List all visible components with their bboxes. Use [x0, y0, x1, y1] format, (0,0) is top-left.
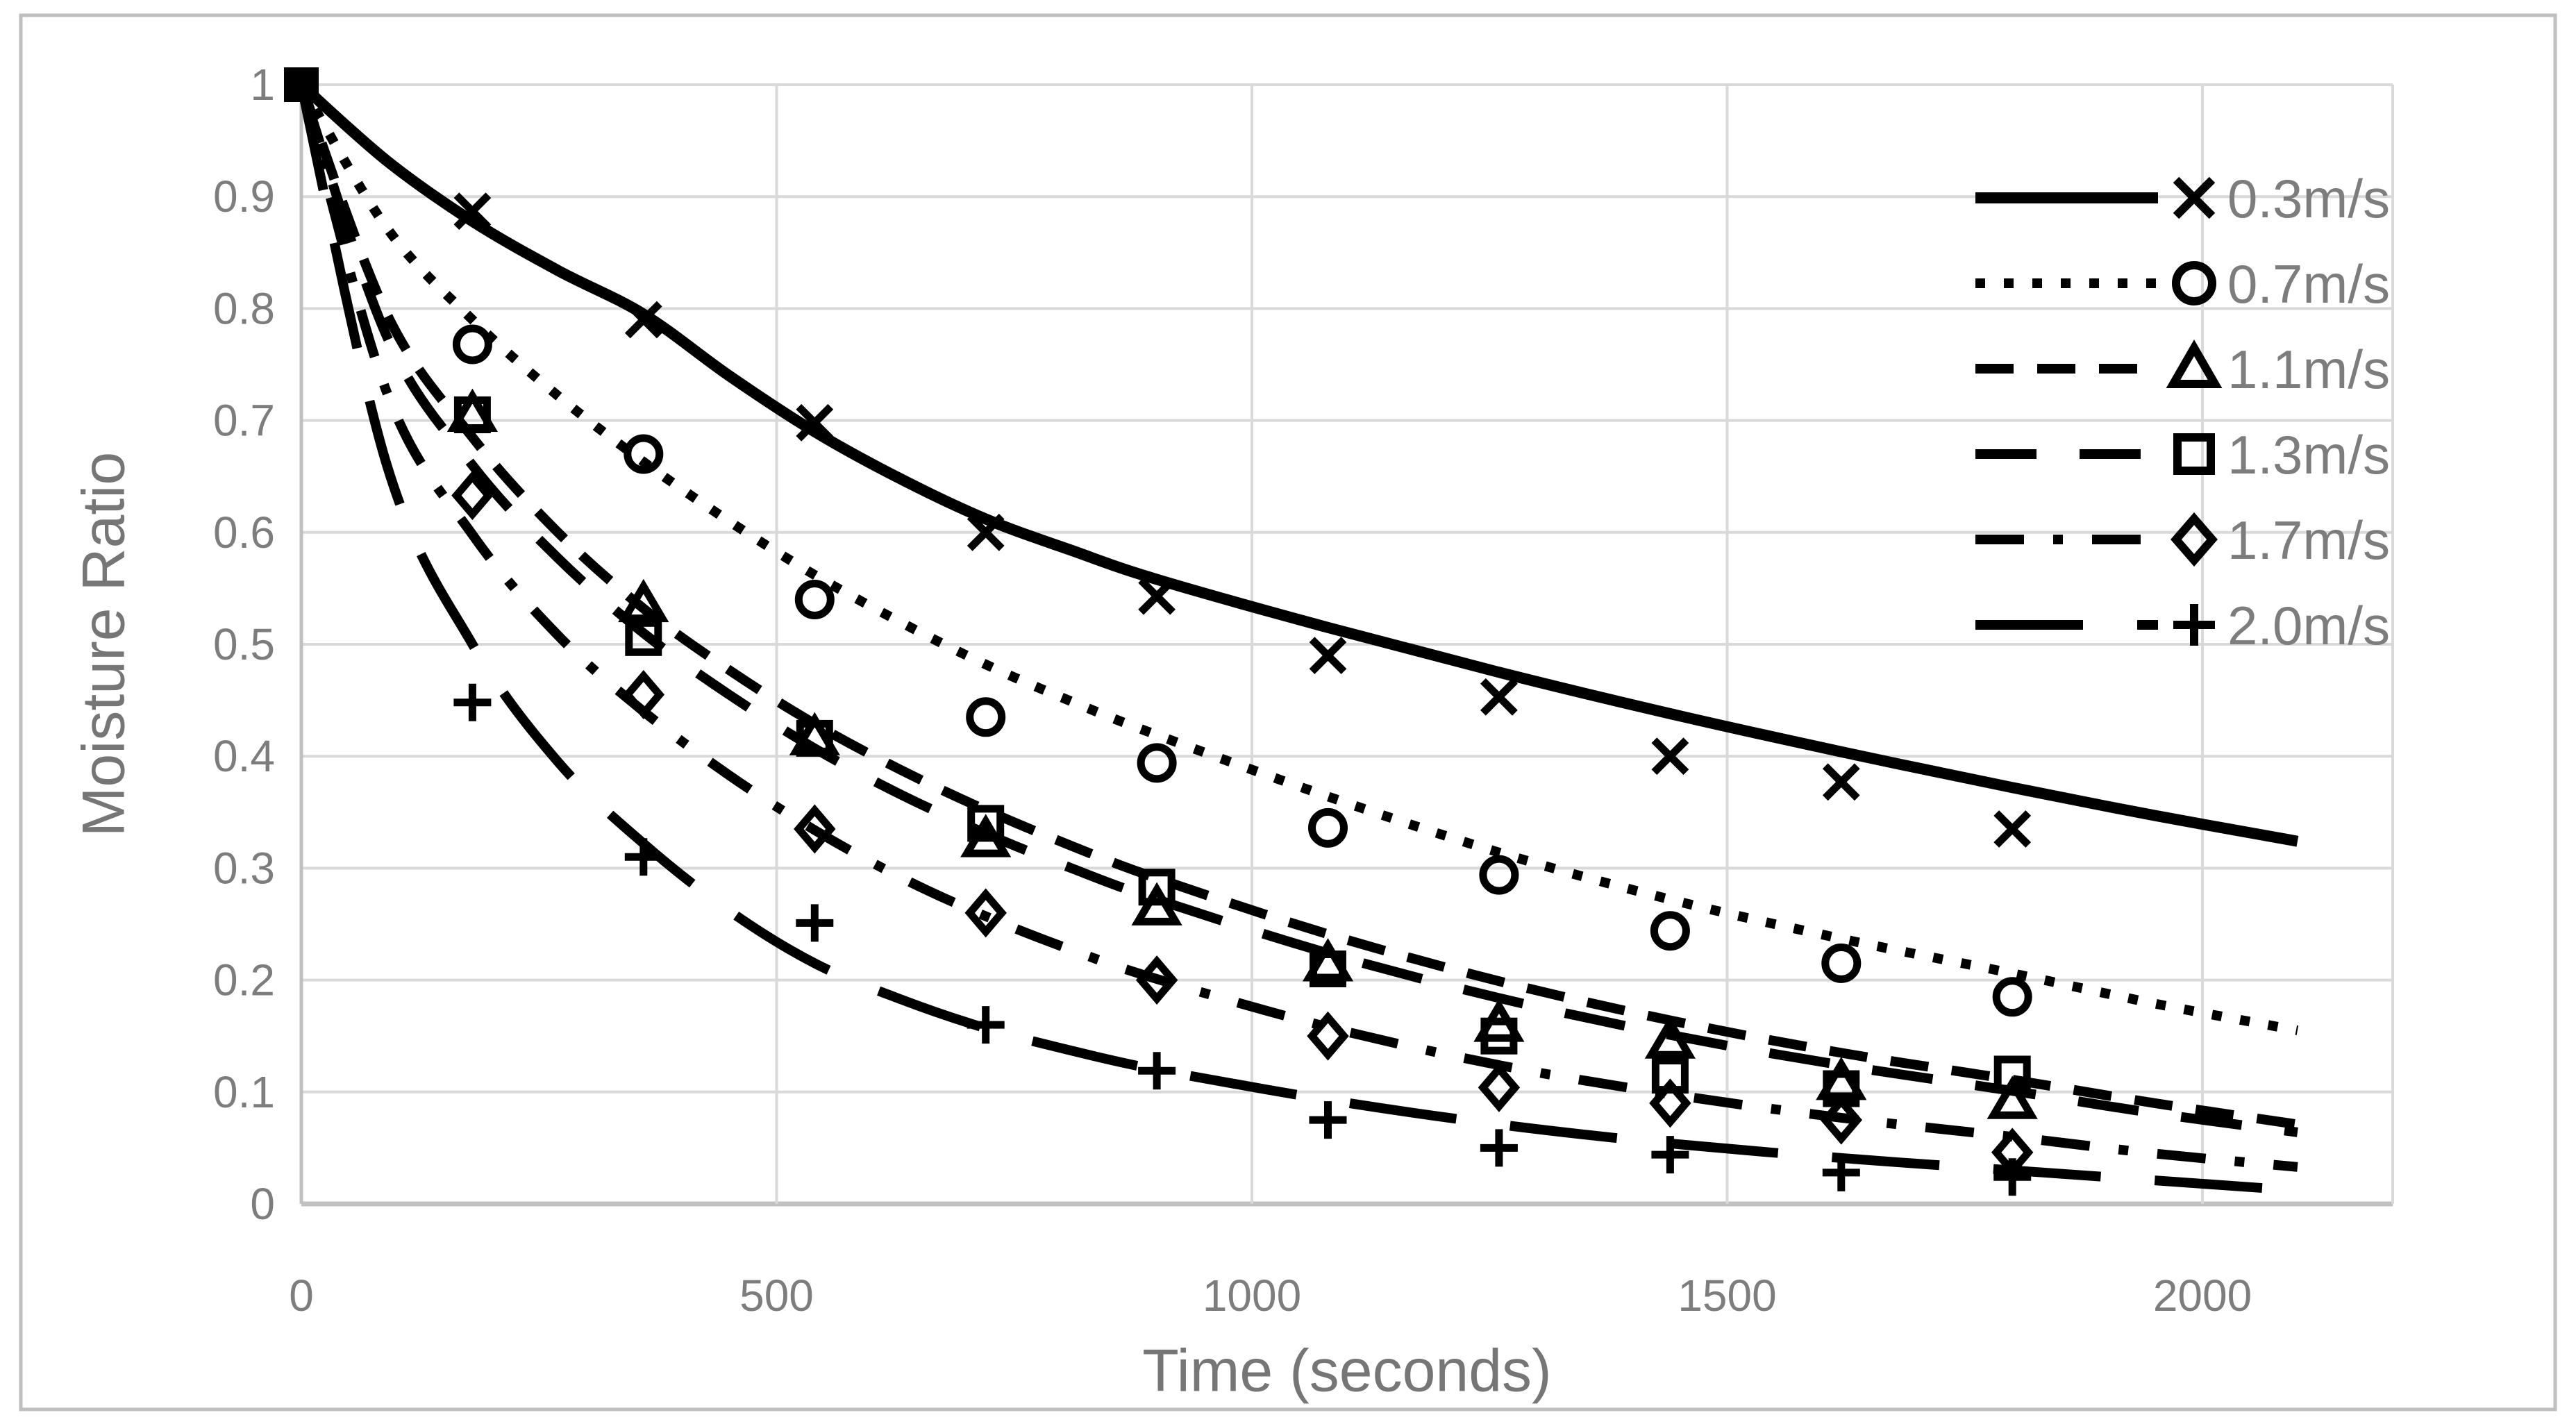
scatter-point-2.0m/s [1138, 1052, 1176, 1090]
y-tick-label: 0.5 [213, 619, 275, 669]
scatter-point-1.1m/s [1131, 882, 1182, 925]
scatter-point-2.0m/s [1651, 1136, 1689, 1174]
scatter-point-0.3m/s [1309, 637, 1347, 674]
x-tick-label: 0 [289, 1271, 314, 1321]
legend-marker-1.1m/s [2166, 339, 2223, 388]
y-tick-label: 0.6 [213, 508, 275, 558]
fit-curve-0.7m/s [296, 82, 2299, 1035]
y-tick-label: 1 [250, 60, 275, 110]
fit-curve-1.1m/s [296, 83, 2298, 1130]
scatter-point-1.7m/s [1478, 1062, 1521, 1112]
scatter-point-1.7m/s [451, 471, 494, 521]
scatter-point-0.7m/s [1479, 855, 1519, 895]
scatter-point-1.7m/s [1307, 1011, 1349, 1061]
legend-label-1.7m/s: 1.7m/s [2227, 510, 2390, 571]
y-tick-label: 0.3 [213, 843, 275, 893]
legend-label-1.1m/s: 1.1m/s [2227, 339, 2390, 400]
x-axis-title: Time (seconds) [1142, 1337, 1552, 1405]
x-tick-label: 1500 [1678, 1271, 1776, 1321]
scatter-point-1.7m/s [1135, 955, 1178, 1005]
scatter-point-2.0m/s [624, 838, 662, 876]
scatter-point-0.3m/s [1651, 737, 1689, 776]
legend-marker-1.3m/s [2173, 433, 2215, 475]
fit-curve-2.0m/s [296, 83, 2298, 1196]
scatter-point-1.3m/s [1310, 950, 1346, 987]
legend-marker-1.7m/s [2171, 512, 2218, 567]
scatter-point-0.7m/s [1992, 977, 2032, 1017]
scatter-point-1.7m/s [622, 670, 665, 719]
scatter-point-0.3m/s [796, 403, 834, 442]
scatter-point-2.0m/s [967, 1006, 1005, 1044]
scatter-point-2.0m/s [796, 904, 834, 942]
scatter-point-1.3m/s [453, 396, 491, 433]
scatter-point-1.3m/s [967, 805, 1005, 842]
y-tick-label: 0.8 [213, 283, 275, 333]
scatter-point-1.1m/s [1987, 1075, 2038, 1119]
scatter-point-0.3m/s [1480, 678, 1518, 716]
scatter-point-2.0m/s [1480, 1129, 1518, 1167]
y-tick-label: 0.9 [213, 171, 275, 221]
scatter-point-1.3m/s [625, 619, 662, 656]
scatter-point-2.0m/s [453, 683, 492, 721]
scatter-point-1.1m/s [1644, 1015, 1696, 1059]
fit-curve-1.7m/s [296, 83, 2298, 1172]
x-tick-label: 500 [739, 1271, 814, 1321]
y-tick-label: 0.7 [213, 396, 275, 446]
fit-curve-1.3m/s [296, 83, 2298, 1137]
scatter-point-0.7m/s [1308, 807, 1348, 848]
legend-label-2.0m/s: 2.0m/s [2227, 595, 2390, 656]
scatter-point-0.7m/s [1137, 743, 1177, 783]
scatter-point-2.0m/s [1309, 1101, 1347, 1139]
scatter-point-0.7m/s [1650, 911, 1690, 951]
scatter-point-2.0m/s [1993, 1158, 2032, 1196]
scatter-point-0.7m/s [452, 324, 492, 365]
scatter-point-2.0m/s [1822, 1153, 1860, 1191]
scatter-point-0.3m/s [1993, 810, 2032, 848]
scatter-point-1.1m/s [618, 578, 669, 623]
scatter-point-0.3m/s [1822, 763, 1860, 801]
scatter-point-0.7m/s [794, 580, 835, 619]
scatter-point-1.3m/s [796, 719, 833, 757]
legend-label-1.3m/s: 1.3m/s [2227, 424, 2390, 485]
figure-border [19, 13, 2557, 1412]
scatter-point-1.7m/s [794, 804, 836, 854]
scatter-point-0.7m/s [966, 697, 1006, 737]
scatter-point-0.3m/s [967, 513, 1005, 551]
legend-label-0.3m/s: 0.3m/s [2227, 168, 2390, 229]
scatter-point-0.3m/s [1138, 577, 1176, 615]
legend-marker-2.0m/s [2173, 604, 2215, 646]
scatter-point-1.7m/s [964, 888, 1007, 938]
scatter-point-1.3m/s [1993, 1055, 2031, 1093]
scatter-point-1.7m/s [1649, 1078, 1691, 1128]
origin-marker [284, 67, 319, 102]
scatter-point-0.3m/s [624, 301, 662, 339]
scatter-point-0.3m/s [453, 192, 492, 231]
y-axis-title: Moisture Ratio [70, 451, 137, 837]
legend-label-0.7m/s: 0.7m/s [2227, 253, 2390, 315]
y-tick-label: 0.4 [213, 731, 275, 781]
legend-marker-0.7m/s [2172, 261, 2216, 305]
x-tick-label: 2000 [2153, 1271, 2252, 1321]
legend-marker-0.3m/s [2173, 176, 2216, 219]
y-tick-label: 0.1 [213, 1067, 275, 1117]
scatter-point-0.7m/s [1821, 943, 1862, 983]
fit-curve-0.3m/s [297, 81, 2299, 847]
scatter-point-1.3m/s [1480, 1017, 1518, 1055]
scatter-point-0.7m/s [624, 434, 664, 474]
y-tick-label: 0.2 [213, 955, 275, 1005]
scatter-point-1.3m/s [1138, 869, 1176, 906]
y-tick-label: 0 [250, 1179, 275, 1229]
x-tick-label: 1000 [1203, 1271, 1301, 1321]
scatter-point-1.7m/s [1820, 1095, 1863, 1145]
scatter-point-1.1m/s [1302, 938, 1354, 982]
